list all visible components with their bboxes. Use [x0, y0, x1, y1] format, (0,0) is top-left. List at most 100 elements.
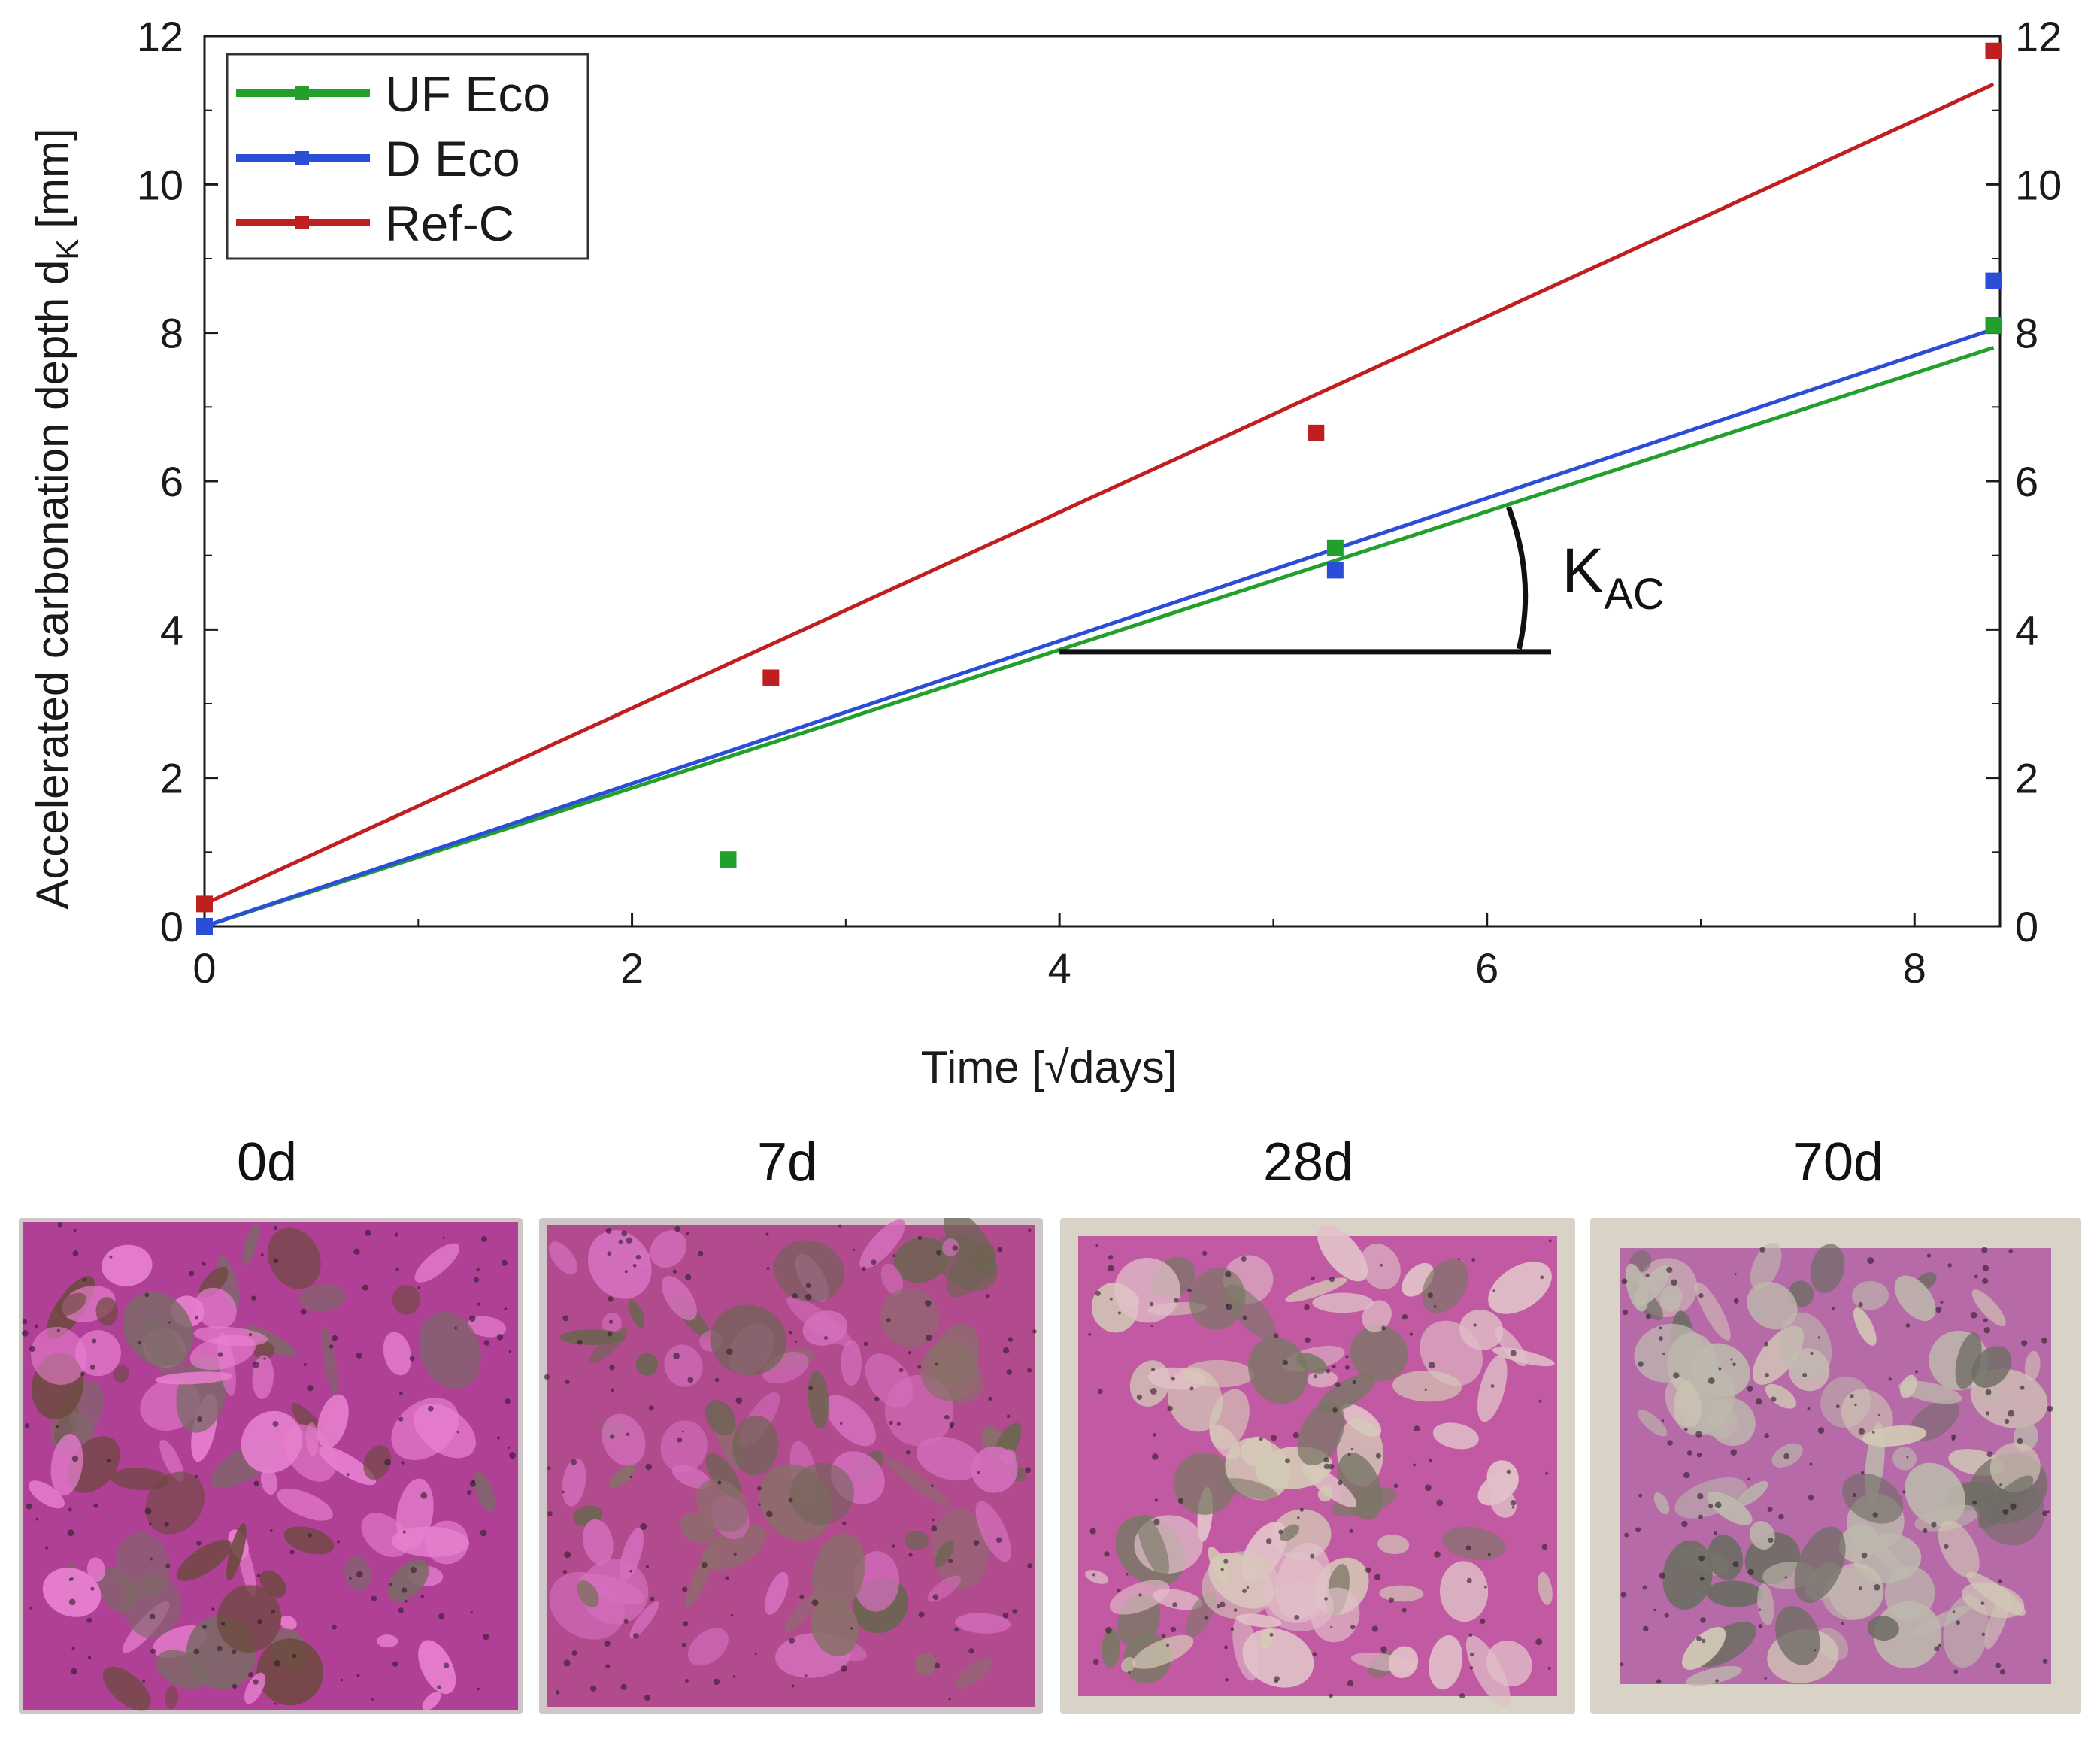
air-void — [1730, 1358, 1733, 1361]
air-void — [477, 1687, 480, 1691]
y-tick-label-right: 12 — [2015, 13, 2062, 60]
aggregate-stone — [1442, 1526, 1505, 1561]
air-void — [1624, 1532, 1629, 1538]
air-void — [1117, 1589, 1121, 1593]
air-void — [1671, 1279, 1677, 1286]
air-void — [1653, 1608, 1656, 1612]
air-void — [1983, 1327, 1990, 1334]
air-void — [952, 1245, 959, 1251]
y-axis-title-subscript: K — [50, 239, 85, 260]
air-void — [2020, 1385, 2025, 1390]
aggregate-stone — [1317, 1374, 1375, 1414]
air-void — [1784, 1576, 1788, 1579]
air-void — [470, 1611, 474, 1614]
aggregate-stone — [363, 1445, 392, 1480]
air-void — [1659, 1326, 1662, 1330]
air-void — [1371, 1625, 1378, 1632]
air-void — [1335, 1382, 1341, 1388]
air-void — [1681, 1520, 1688, 1528]
aggregate-stone — [1488, 1262, 1552, 1314]
air-void — [395, 1267, 399, 1271]
air-void — [1547, 1666, 1551, 1670]
air-void — [1032, 1329, 1037, 1334]
specimen-photo-28d — [1060, 1218, 1575, 1714]
air-void — [70, 1577, 74, 1581]
data-point-uf-eco — [1985, 317, 2002, 334]
air-void — [1468, 1633, 1473, 1638]
air-void — [1538, 1399, 1542, 1403]
aggregate-stone — [1867, 1616, 1899, 1641]
air-void — [402, 1530, 406, 1534]
air-void — [1352, 1380, 1357, 1385]
aggregate-stone — [1750, 1521, 1775, 1550]
air-void — [1986, 1451, 1993, 1457]
air-void — [371, 1595, 377, 1601]
air-void — [792, 1292, 798, 1299]
aggregate-stone — [705, 1400, 736, 1436]
aggregate-stone — [629, 1601, 659, 1639]
air-void — [1810, 1351, 1814, 1356]
air-void — [954, 1627, 959, 1632]
air-void — [389, 1583, 392, 1586]
y-tick-label-right: 8 — [2015, 310, 2038, 357]
air-void — [997, 1247, 1003, 1253]
aggregate-stone — [1184, 1359, 1255, 1388]
air-void — [194, 1316, 198, 1320]
aggregate-stone — [1362, 1300, 1392, 1332]
air-void — [1413, 1463, 1416, 1467]
air-void — [1902, 1490, 1906, 1494]
air-void — [1108, 1265, 1114, 1272]
air-void — [863, 1341, 868, 1347]
data-point-ref-c — [1985, 42, 2002, 59]
air-void — [454, 1326, 458, 1330]
air-void — [934, 1662, 941, 1668]
aggregate-stone — [1317, 1486, 1333, 1502]
air-void — [1982, 1265, 1989, 1272]
air-void — [1285, 1458, 1290, 1464]
aggregate-stone — [383, 1332, 412, 1376]
air-void — [150, 1648, 156, 1654]
aggregate-stone — [1900, 1374, 1917, 1398]
fit-line-ref-c — [203, 82, 1995, 906]
aggregate-stone — [2024, 1350, 2041, 1381]
air-void — [232, 1683, 238, 1689]
data-point-ref-c — [762, 669, 780, 686]
air-void — [477, 1302, 480, 1306]
air-void — [1808, 1495, 1814, 1501]
air-void — [466, 1490, 472, 1495]
air-void — [889, 1420, 893, 1425]
legend-label-ref-c: Ref-C — [385, 195, 514, 251]
air-void — [1166, 1644, 1169, 1647]
air-void — [509, 1452, 516, 1459]
air-void — [562, 1315, 569, 1322]
air-void — [442, 1236, 445, 1239]
aggregate-stone — [1674, 1477, 1747, 1519]
slope-angle-arc — [1506, 506, 1529, 650]
air-void — [626, 1432, 630, 1436]
air-void — [1667, 1440, 1673, 1446]
air-void — [217, 1352, 223, 1357]
air-void — [717, 1480, 722, 1485]
air-void — [544, 1374, 550, 1380]
legend-marker-ref-c — [295, 216, 309, 229]
aggregate-stone — [30, 1326, 87, 1385]
air-void — [256, 1574, 261, 1578]
air-void — [673, 1353, 680, 1359]
air-void — [2010, 1503, 2017, 1510]
aggregate-stone — [841, 1340, 862, 1386]
air-void — [605, 1228, 612, 1234]
air-void — [308, 1533, 312, 1538]
aggregate-stone — [113, 1365, 129, 1383]
aggregate-stone — [549, 1571, 625, 1640]
air-void — [886, 1318, 891, 1322]
aggregate-stone — [111, 1468, 170, 1490]
air-void — [1473, 1323, 1477, 1327]
data-point-ref-c — [196, 895, 213, 913]
aggregate-stone — [1248, 1337, 1308, 1404]
aggregate-stone — [217, 1585, 282, 1653]
air-void — [853, 1248, 856, 1251]
aggregate-stone — [1765, 1383, 1797, 1409]
aggregate-stone — [241, 1410, 302, 1474]
air-void — [1974, 1274, 1978, 1279]
air-void — [469, 1480, 476, 1487]
